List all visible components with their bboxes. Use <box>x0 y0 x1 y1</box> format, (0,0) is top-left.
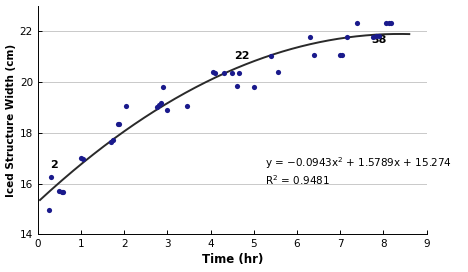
Point <box>110 138 117 143</box>
Text: 38: 38 <box>371 35 387 45</box>
Point <box>339 53 346 57</box>
Point <box>228 71 236 75</box>
Point <box>274 69 281 74</box>
Point <box>164 108 171 112</box>
Point <box>59 190 66 195</box>
Point <box>56 189 63 193</box>
Point <box>209 69 217 74</box>
Point <box>220 71 227 75</box>
Point <box>235 71 242 75</box>
Y-axis label: Iced Structure Width (cm): Iced Structure Width (cm) <box>6 44 15 197</box>
Point <box>382 21 389 26</box>
Point <box>155 103 162 107</box>
Point <box>157 101 165 106</box>
Text: y = $-$0.0943x$^2$ + 1.5789x + 15.274: y = $-$0.0943x$^2$ + 1.5789x + 15.274 <box>264 155 452 171</box>
Point <box>58 190 66 195</box>
Point <box>375 34 383 38</box>
Point <box>159 85 167 89</box>
Text: 22: 22 <box>234 51 250 61</box>
Text: 2: 2 <box>50 160 58 169</box>
Point <box>354 21 361 26</box>
Point <box>343 35 351 39</box>
Point <box>45 208 52 212</box>
Point <box>369 35 376 39</box>
Point <box>385 21 392 26</box>
Point <box>115 122 123 126</box>
Point <box>267 54 275 58</box>
Point <box>108 140 115 144</box>
Point <box>77 156 85 160</box>
Point <box>311 53 318 57</box>
X-axis label: Time (hr): Time (hr) <box>202 254 263 267</box>
Point <box>306 35 314 39</box>
Point <box>153 105 161 109</box>
Point <box>183 104 190 108</box>
Point <box>250 85 257 89</box>
Point <box>372 34 380 38</box>
Point <box>233 84 240 88</box>
Point <box>47 175 55 179</box>
Point <box>80 157 87 162</box>
Point <box>336 53 344 57</box>
Point <box>123 104 130 108</box>
Point <box>211 71 219 75</box>
Point <box>388 21 395 26</box>
Point <box>114 122 122 126</box>
Text: R$^2$ = 0.9481: R$^2$ = 0.9481 <box>264 174 329 187</box>
